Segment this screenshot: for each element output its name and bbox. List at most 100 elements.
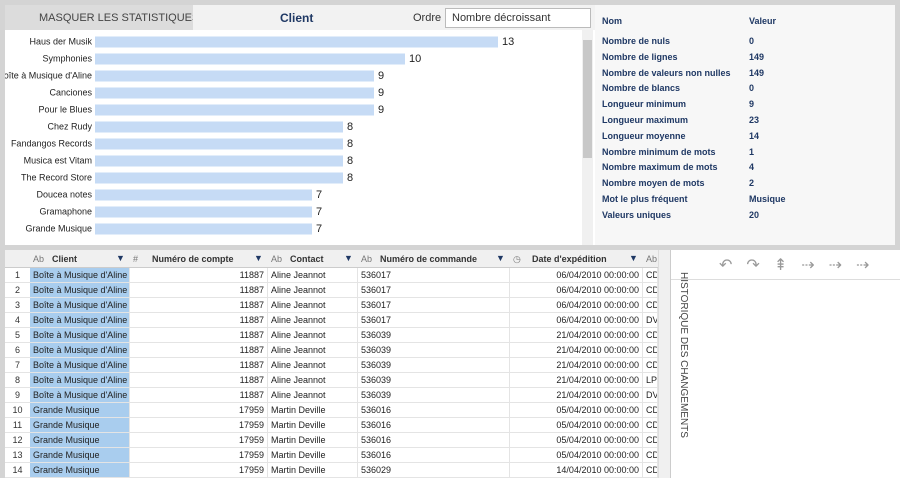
- stat-name: Nombre de blancs: [602, 83, 681, 94]
- grid-scrollbar: [658, 250, 670, 478]
- stat-value: 4: [749, 162, 755, 173]
- category-label: Musica est Vitam: [24, 155, 92, 165]
- bar: [95, 206, 312, 218]
- value-label: 8: [347, 172, 353, 184]
- cell: Martin Deville: [268, 418, 358, 433]
- column-name: Contact: [290, 254, 324, 264]
- chart-title: Client: [280, 11, 314, 25]
- category-label: The Record Store: [21, 172, 92, 182]
- scroll-thumb[interactable]: [583, 40, 592, 158]
- cell: 06/04/2010 00:00:00: [510, 298, 643, 313]
- category-label: Fandangos Records: [11, 138, 93, 148]
- cell: 05/04/2010 00:00:00: [510, 433, 643, 448]
- bar: [95, 121, 343, 133]
- order-dropdown[interactable]: Nombre décroissant: [445, 8, 591, 28]
- cell: 11887: [130, 268, 268, 283]
- column-type: ◷: [513, 254, 521, 264]
- stats-header: Nom: [602, 16, 622, 26]
- cell: 11887: [130, 343, 268, 358]
- category-label: Pour le Blues: [38, 104, 92, 114]
- cell: CD: [643, 328, 658, 343]
- bar: [95, 138, 343, 150]
- cell: Aline Jeannot: [268, 358, 358, 373]
- grid-header: [5, 250, 658, 268]
- toggle-stats[interactable]: MASQUER LES STATISTIQUES: [5, 5, 193, 30]
- cell: Aline Jeannot: [268, 328, 358, 343]
- stat-name: Longueur maximum: [602, 115, 689, 125]
- column-name: Date d'expédition: [532, 254, 607, 264]
- cell: Aline Jeannot: [268, 268, 358, 283]
- bar: [95, 155, 343, 167]
- cell: Aline Jeannot: [268, 388, 358, 403]
- stat-name: Nombre de nuls: [602, 36, 671, 46]
- cell: Martin Deville: [268, 448, 358, 463]
- stat-name: Nombre minimum de mots: [602, 146, 716, 157]
- column-menu[interactable]: ▼: [254, 253, 263, 263]
- stat-name: Nombre maximum de mots: [602, 162, 718, 173]
- cell: Aline Jeannot: [268, 283, 358, 298]
- stat-name: Nombre moyen de mots: [602, 178, 705, 189]
- cell: Boîte à Musique d'Aline: [30, 283, 130, 298]
- cell: Aline Jeannot: [268, 298, 358, 313]
- cell: 536016: [358, 403, 510, 418]
- category-label: Chez Rudy: [47, 121, 92, 131]
- cell: 536039: [358, 388, 510, 403]
- cell: Grande Musique: [30, 448, 130, 463]
- cell: Grande Musique: [30, 433, 130, 448]
- cell: 536016: [358, 418, 510, 433]
- cell: CD: [643, 403, 658, 418]
- category-label: Gramaphone: [39, 206, 92, 216]
- column-name: Numéro de compte: [152, 254, 234, 264]
- category-label: Boîte à Musique d'Aline: [5, 70, 92, 80]
- stat-value: 2: [749, 178, 755, 189]
- cell: Aline Jeannot: [268, 373, 358, 388]
- cell: Boîte à Musique d'Aline: [30, 268, 130, 283]
- cell: 536016: [358, 433, 510, 448]
- row-number: 6: [5, 343, 30, 358]
- cell: Grande Musique: [30, 418, 130, 433]
- cell: Boîte à Musique d'Aline: [30, 358, 130, 373]
- cell: 05/04/2010 00:00:00: [510, 418, 643, 433]
- stat-name: Nombre de valeurs non nulles: [602, 67, 731, 78]
- row-number: 7: [5, 358, 30, 373]
- column-menu[interactable]: ▼: [496, 253, 505, 263]
- cell: Boîte à Musique d'Aline: [30, 313, 130, 328]
- cell: 17959: [130, 448, 268, 463]
- stat-name: Longueur moyenne: [602, 130, 686, 141]
- column-menu[interactable]: ▼: [116, 253, 125, 263]
- cell: 536039: [358, 328, 510, 343]
- category-label: Canciones: [49, 87, 92, 97]
- category-label: Haus der Musik: [29, 36, 92, 46]
- cell: 21/04/2010 00:00:00: [510, 373, 643, 388]
- value-label: 7: [316, 223, 322, 235]
- cell: 21/04/2010 00:00:00: [510, 358, 643, 373]
- order-label: Ordre: [413, 12, 442, 24]
- cell: CD: [643, 463, 658, 478]
- cell: 536017: [358, 283, 510, 298]
- cell: CD: [643, 283, 658, 298]
- cell: Grande Musique: [30, 463, 130, 478]
- stat-name: Mot le plus fréquent: [602, 194, 688, 204]
- column-menu[interactable]: ▼: [629, 253, 638, 263]
- row-number: 5: [5, 328, 30, 343]
- cell: CD: [643, 343, 658, 358]
- cell: 06/04/2010 00:00:00: [510, 283, 643, 298]
- stat-value: 1: [749, 146, 755, 157]
- cell: 11887: [130, 328, 268, 343]
- column-type: #: [133, 254, 139, 264]
- category-label: Symphonies: [42, 53, 92, 63]
- stat-value: 0: [749, 36, 755, 46]
- column-menu[interactable]: ▼: [344, 253, 353, 263]
- cell: DVD: [643, 313, 658, 328]
- cell: 536016: [358, 448, 510, 463]
- stat-value: 149: [749, 67, 765, 78]
- cell: Boîte à Musique d'Aline: [30, 388, 130, 403]
- history-toolbar: ↶↷⇞⇢⇢⇢: [671, 250, 900, 280]
- bar: [95, 104, 374, 116]
- row-number: 12: [5, 433, 30, 448]
- value-label: 9: [378, 104, 384, 116]
- cell: 11887: [130, 313, 268, 328]
- cell: 536017: [358, 313, 510, 328]
- cell: 05/04/2010 00:00:00: [510, 403, 643, 418]
- bar: [95, 172, 343, 184]
